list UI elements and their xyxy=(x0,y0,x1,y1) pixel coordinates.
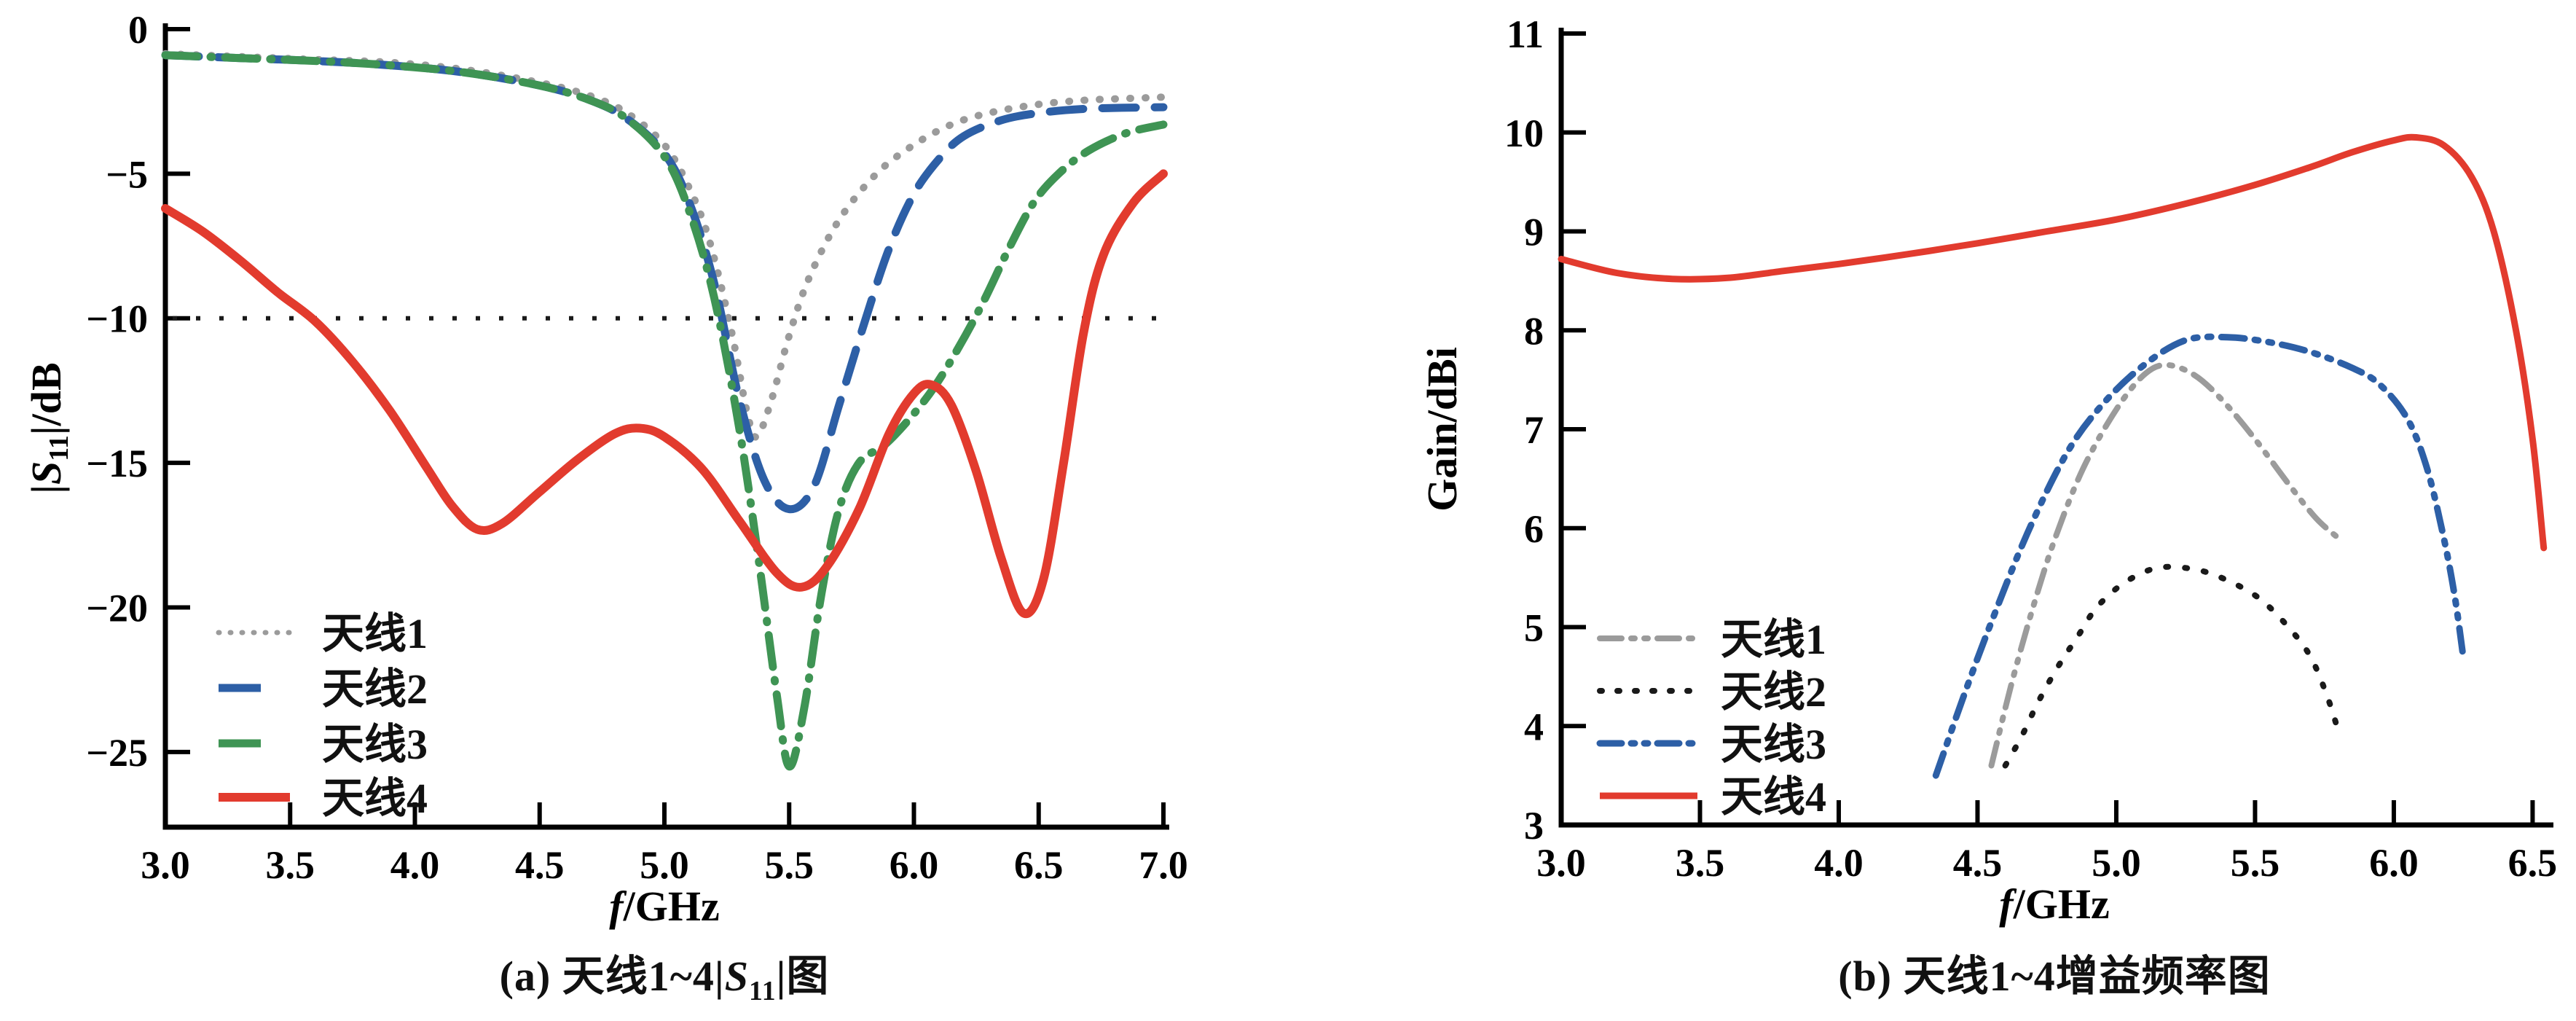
s11-x-tick-label: 6.0 xyxy=(890,843,939,887)
gain-x-tick-label: 6.0 xyxy=(2369,841,2419,885)
gain-y-tick-label: 3 xyxy=(1524,804,1544,848)
gain-legend-label-antenna2: 天线2 xyxy=(1721,668,1826,716)
gain-y-tick-label: 11 xyxy=(1507,12,1544,56)
gain-legend: 天线1 天线2 天线3 天线4 xyxy=(1596,616,1826,821)
gain-y-tick-label: 6 xyxy=(1524,507,1544,551)
s11-x-tick-label: 6.5 xyxy=(1014,843,1064,887)
gain-curve-antenna4 xyxy=(1558,133,2548,552)
s11-x-tick-label: 4.0 xyxy=(390,843,440,887)
s11-legend: 天线1 天线2 天线3 天线4 xyxy=(216,610,428,822)
s11-curve-antenna3 xyxy=(161,51,1168,771)
s11-x-tick-label: 3.0 xyxy=(141,843,190,887)
gain-legend-label-antenna4: 天线4 xyxy=(1721,773,1826,821)
gain-x-axis-label: f/GHz xyxy=(1999,880,2109,928)
s11-y-tick-label: −25 xyxy=(86,731,148,775)
gain-curve-antenna1 xyxy=(1988,361,2341,769)
gain-curve-antenna3 xyxy=(1932,333,2467,779)
s11-legend-label-antenna2: 天线2 xyxy=(322,665,428,713)
gain-y-tick-label: 7 xyxy=(1524,408,1544,452)
gain-x-tick-label: 3.0 xyxy=(1536,841,1586,885)
s11-y-tick-label: −15 xyxy=(86,442,148,485)
s11-x-tick-label: 7.0 xyxy=(1139,843,1188,887)
caption-b-text: (b) 天线1~4增益频率图 xyxy=(1838,952,2271,1000)
s11-x-axis-label: f/GHz xyxy=(609,883,719,930)
caption-a-subscript: 11 xyxy=(748,976,777,1007)
gain-legend-label-antenna3: 天线3 xyxy=(1721,721,1826,768)
caption-a-text: (a) 天线1~4| xyxy=(499,952,725,1000)
caption-a: (a) 天线1~4|S11|图 xyxy=(500,942,830,1007)
gain-x-tick-label: 5.5 xyxy=(2231,841,2280,885)
gain-x-tick-label: 6.5 xyxy=(2508,841,2558,885)
gain-y-tick-label: 4 xyxy=(1524,705,1544,748)
s11-x-tick-label: 4.5 xyxy=(515,843,565,887)
caption-b: (b) 天线1~4增益频率图 xyxy=(1838,942,2271,1003)
s11-chart: 0 −5 −10 −15 −20 −25 3.0 3.5 4.0 4.5 5.0 5.5 6.0 6.5 7… xyxy=(23,8,1188,887)
gain-x-tick-label: 3.5 xyxy=(1676,841,1725,885)
s11-y-tick-label: −20 xyxy=(86,586,148,630)
gain-y-tick-label: 9 xyxy=(1524,211,1544,254)
caption-a-suffix: |图 xyxy=(776,952,830,1000)
s11-x-tick-label: 5.5 xyxy=(765,843,814,887)
s11-curve-antenna4 xyxy=(161,169,1168,618)
gain-x-tick-label: 5.0 xyxy=(2092,841,2141,885)
gain-y-tick-label: 8 xyxy=(1524,309,1544,353)
gain-x-tick-label: 4.5 xyxy=(1953,841,2003,885)
s11-legend-label-antenna4: 天线4 xyxy=(322,775,428,822)
s11-y-tick-label: −5 xyxy=(106,152,148,196)
gain-y-axis-label: Gain/dBi xyxy=(1418,347,1466,512)
gain-y-tick-label: 10 xyxy=(1504,112,1544,155)
gain-x-tick-label: 4.0 xyxy=(1814,841,1864,885)
caption-a-s-symbol: S xyxy=(724,952,749,1000)
s11-y-tick-label: 0 xyxy=(128,8,148,52)
gain-y-tick-label: 5 xyxy=(1524,606,1544,650)
s11-legend-label-antenna3: 天线3 xyxy=(322,721,428,768)
s11-y-tick-label: −10 xyxy=(86,297,148,341)
s11-x-tick-label: 5.0 xyxy=(640,843,689,887)
s11-legend-label-antenna1: 天线1 xyxy=(322,610,428,657)
gain-curve-antenna2 xyxy=(2002,563,2341,769)
s11-y-axis-label: |S11|/dB xyxy=(23,362,74,494)
gain-legend-label-antenna1: 天线1 xyxy=(1721,616,1826,663)
s11-x-tick-label: 3.5 xyxy=(266,843,315,887)
